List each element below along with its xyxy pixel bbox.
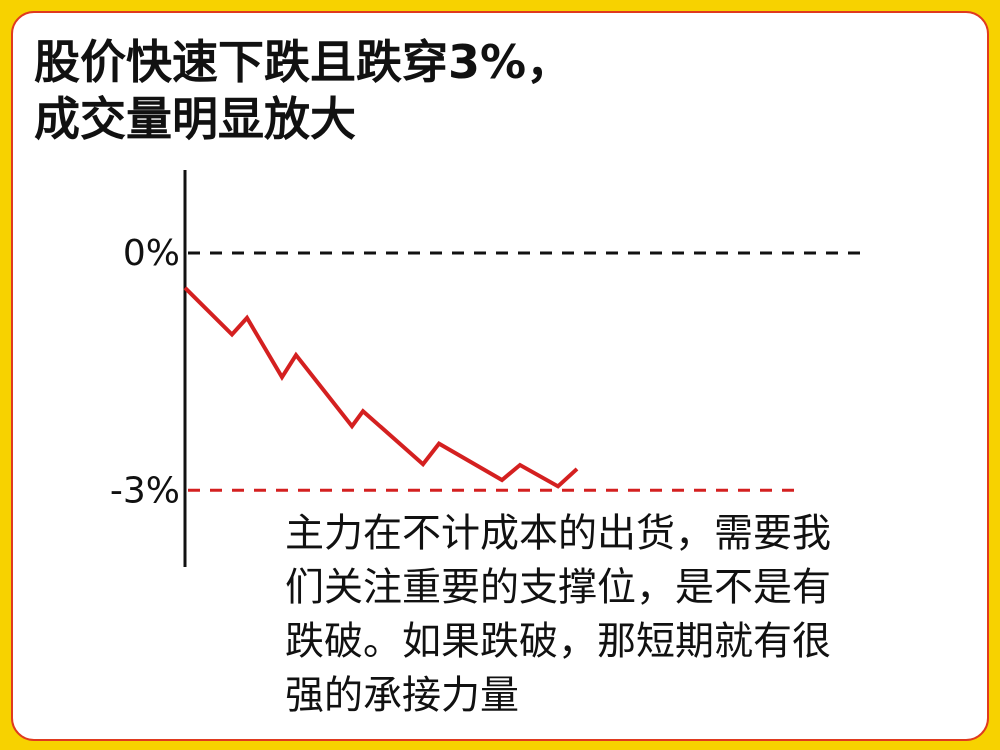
annotation: 们关注重要的支撑位，是不是有 [285, 566, 831, 611]
card [11, 11, 989, 741]
annotation: 跌破。如果跌破，那短期就有很 [285, 620, 831, 665]
title: 成交量明显放大 [34, 92, 356, 146]
title: 股价快速下跌且跌穿3%， [34, 35, 572, 89]
price-line [183, 286, 579, 489]
y-tick-label: -3% [110, 470, 180, 511]
annotation: 主力在不计成本的出货，需要我 [285, 512, 831, 557]
annotation: 强的承接力量 [285, 674, 519, 719]
y-tick-label: 0% [123, 233, 180, 274]
